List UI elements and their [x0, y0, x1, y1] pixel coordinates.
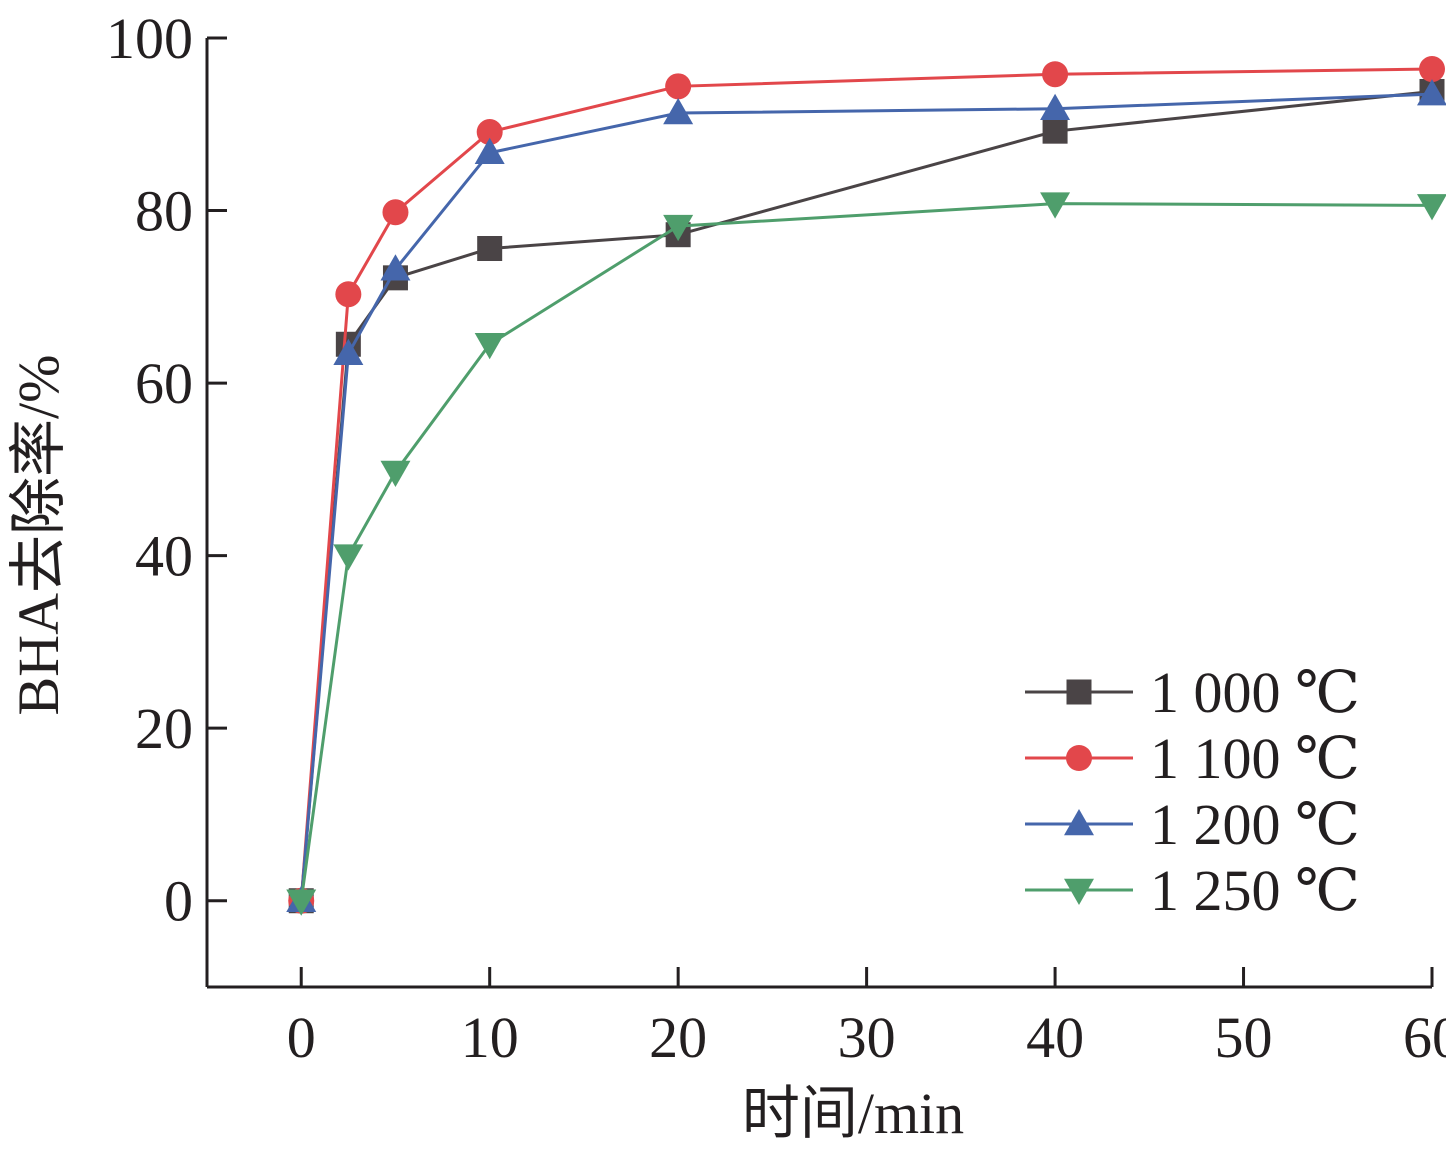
legend-label: 1 000 ℃	[1150, 660, 1360, 725]
data-point	[1042, 61, 1069, 88]
data-point	[335, 281, 362, 308]
legend-item: 1 250 ℃	[1025, 858, 1360, 923]
x-tick-label: 50	[1215, 1005, 1273, 1070]
y-axis-label: BHA去除率/%	[6, 355, 71, 716]
x-tick-label: 30	[838, 1005, 896, 1070]
legend-marker	[1066, 745, 1092, 771]
series-1	[288, 56, 1445, 914]
legend-marker	[1064, 809, 1094, 836]
x-axis-label: 时间/min	[742, 1081, 964, 1146]
legend-item: 1 000 ℃	[1025, 660, 1360, 725]
data-point	[1042, 118, 1068, 144]
data-point	[663, 214, 694, 242]
x-tick-label: 20	[649, 1005, 707, 1070]
y-tick-label: 40	[135, 524, 193, 589]
x-tick-label: 60	[1403, 1005, 1446, 1070]
legend-label: 1 100 ℃	[1150, 726, 1360, 791]
data-point	[1417, 194, 1446, 221]
data-point	[1419, 56, 1445, 83]
y-tick-label: 0	[164, 869, 193, 934]
series-2	[286, 79, 1446, 912]
axes: 0 20 40 60 80 100 0 10 20 30 40 50 60	[106, 6, 1446, 1070]
data-point	[663, 98, 694, 125]
legend-label: 1 250 ℃	[1150, 858, 1360, 923]
data-point	[286, 889, 317, 916]
data-point	[665, 73, 692, 100]
series-layer	[286, 56, 1446, 916]
data-point	[380, 460, 411, 487]
data-point	[477, 236, 503, 262]
y-tick-label: 60	[135, 351, 193, 416]
data-point	[1417, 79, 1446, 106]
data-point	[474, 333, 505, 360]
data-point	[333, 338, 364, 366]
data-point	[1040, 192, 1071, 219]
series-3	[286, 192, 1446, 916]
legend-marker	[1066, 679, 1092, 705]
x-tick-label: 10	[461, 1005, 519, 1070]
legend: 1 000 ℃1 100 ℃1 200 ℃1 250 ℃	[1025, 660, 1360, 923]
data-point	[382, 199, 409, 226]
x-tick-label: 0	[287, 1005, 316, 1070]
legend-item: 1 200 ℃	[1025, 792, 1360, 857]
y-tick-label: 20	[135, 696, 193, 761]
x-tick-label: 40	[1026, 1005, 1084, 1070]
y-tick-label: 100	[106, 6, 193, 71]
data-point	[474, 137, 505, 164]
y-tick-label: 80	[135, 179, 193, 244]
legend-label: 1 200 ℃	[1150, 792, 1360, 857]
data-point	[333, 544, 364, 571]
legend-item: 1 100 ℃	[1025, 726, 1360, 791]
legend-marker	[1064, 878, 1094, 905]
data-point	[476, 119, 503, 146]
data-point	[1040, 93, 1071, 120]
data-point	[380, 254, 411, 281]
